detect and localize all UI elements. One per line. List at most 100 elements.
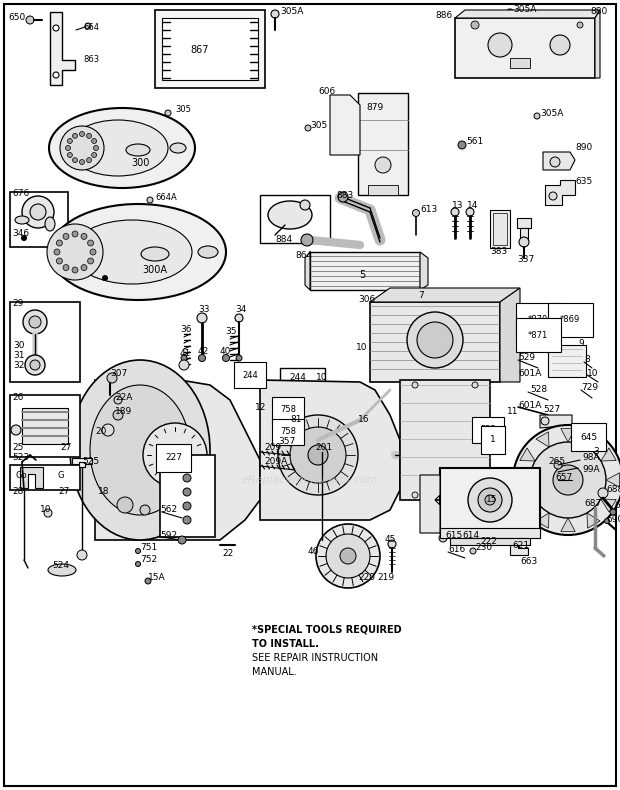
Circle shape	[92, 138, 97, 144]
Circle shape	[183, 516, 191, 524]
Text: 687: 687	[584, 498, 601, 507]
Text: *869: *869	[560, 315, 580, 325]
Circle shape	[107, 373, 117, 383]
Text: 645: 645	[580, 432, 597, 442]
Text: 35: 35	[225, 328, 236, 337]
Circle shape	[550, 35, 570, 55]
Text: 592: 592	[160, 531, 177, 540]
Text: 10: 10	[316, 374, 327, 382]
Text: 527: 527	[543, 405, 560, 415]
Circle shape	[550, 157, 560, 167]
Polygon shape	[520, 448, 535, 461]
Circle shape	[56, 258, 63, 264]
Polygon shape	[560, 428, 575, 442]
Text: 305: 305	[175, 106, 191, 115]
Polygon shape	[370, 288, 520, 302]
Text: 10: 10	[40, 506, 51, 514]
Text: 346: 346	[12, 230, 29, 239]
Text: 689: 689	[614, 501, 620, 510]
Text: 615: 615	[445, 531, 463, 540]
Text: 244: 244	[242, 371, 258, 379]
Circle shape	[29, 316, 41, 328]
Text: 879: 879	[366, 103, 384, 112]
Circle shape	[171, 516, 179, 524]
Text: 11: 11	[507, 408, 518, 416]
Ellipse shape	[49, 108, 195, 188]
Text: 601A: 601A	[518, 368, 541, 378]
Circle shape	[72, 231, 78, 237]
Text: 864: 864	[295, 250, 312, 259]
Text: 562: 562	[160, 506, 177, 514]
Circle shape	[407, 312, 463, 368]
Circle shape	[513, 425, 620, 535]
Text: 22: 22	[222, 548, 233, 558]
Circle shape	[316, 524, 380, 588]
Circle shape	[485, 495, 495, 505]
Text: 99A: 99A	[582, 465, 600, 475]
Polygon shape	[595, 10, 600, 78]
Text: 42: 42	[198, 348, 210, 356]
Circle shape	[113, 410, 123, 420]
Text: 222: 222	[480, 537, 497, 547]
Circle shape	[87, 258, 94, 264]
Circle shape	[79, 160, 84, 164]
Polygon shape	[510, 58, 530, 68]
Polygon shape	[587, 513, 600, 529]
Text: 18: 18	[98, 487, 110, 496]
Text: 34: 34	[235, 306, 246, 314]
Polygon shape	[155, 10, 265, 88]
Text: 10: 10	[587, 368, 598, 378]
Text: 867: 867	[191, 45, 210, 55]
Circle shape	[519, 237, 529, 247]
Circle shape	[22, 196, 54, 228]
Circle shape	[87, 134, 92, 138]
Polygon shape	[260, 380, 400, 520]
Text: 650: 650	[8, 13, 25, 22]
Circle shape	[290, 427, 346, 483]
Polygon shape	[516, 472, 530, 487]
Circle shape	[541, 417, 549, 425]
Circle shape	[63, 265, 69, 271]
Text: 9: 9	[578, 340, 584, 348]
Text: 13: 13	[452, 201, 464, 209]
Circle shape	[198, 355, 205, 362]
Polygon shape	[601, 499, 616, 512]
Circle shape	[77, 550, 87, 560]
Bar	[548, 345, 586, 377]
Circle shape	[68, 152, 73, 157]
Polygon shape	[536, 432, 549, 447]
Text: *871: *871	[528, 330, 548, 340]
Bar	[10, 395, 80, 457]
Text: 1: 1	[490, 435, 496, 445]
Polygon shape	[455, 18, 595, 78]
Text: 31: 31	[13, 351, 25, 359]
Circle shape	[412, 209, 420, 216]
Text: SEE REPAIR INSTRUCTION: SEE REPAIR INSTRUCTION	[252, 653, 378, 663]
Circle shape	[30, 204, 46, 220]
Text: *SPECIAL TOOLS REQUIRED: *SPECIAL TOOLS REQUIRED	[252, 625, 402, 635]
Circle shape	[183, 474, 191, 482]
Circle shape	[457, 535, 463, 541]
Circle shape	[300, 200, 310, 210]
Circle shape	[81, 265, 87, 271]
Circle shape	[598, 488, 608, 498]
Text: 8: 8	[584, 356, 590, 364]
Bar	[79, 462, 85, 467]
Text: 22A: 22A	[115, 393, 133, 401]
Text: 552: 552	[480, 426, 496, 434]
Text: eReplacementParts.com: eReplacementParts.com	[242, 475, 378, 485]
Text: 16: 16	[358, 416, 370, 424]
Text: 20: 20	[95, 427, 107, 437]
Polygon shape	[520, 499, 535, 512]
Circle shape	[11, 425, 21, 435]
Circle shape	[412, 492, 418, 498]
Text: 880: 880	[590, 7, 607, 17]
Circle shape	[183, 460, 191, 468]
Text: 25: 25	[12, 443, 24, 453]
Circle shape	[472, 382, 478, 388]
Circle shape	[236, 355, 242, 361]
Circle shape	[182, 505, 188, 511]
Circle shape	[223, 355, 229, 362]
Polygon shape	[50, 12, 75, 85]
Polygon shape	[450, 538, 530, 545]
